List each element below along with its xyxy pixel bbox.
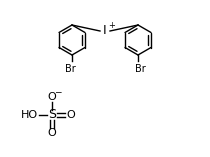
Text: S: S xyxy=(48,108,56,122)
Text: O: O xyxy=(48,92,56,102)
Text: I: I xyxy=(103,24,107,36)
Text: −: − xyxy=(54,87,62,97)
Text: O: O xyxy=(67,110,75,120)
Text: +: + xyxy=(109,21,116,30)
Text: HO: HO xyxy=(20,110,38,120)
Text: Br: Br xyxy=(135,64,145,74)
Text: Br: Br xyxy=(65,64,75,74)
Text: O: O xyxy=(48,128,56,138)
